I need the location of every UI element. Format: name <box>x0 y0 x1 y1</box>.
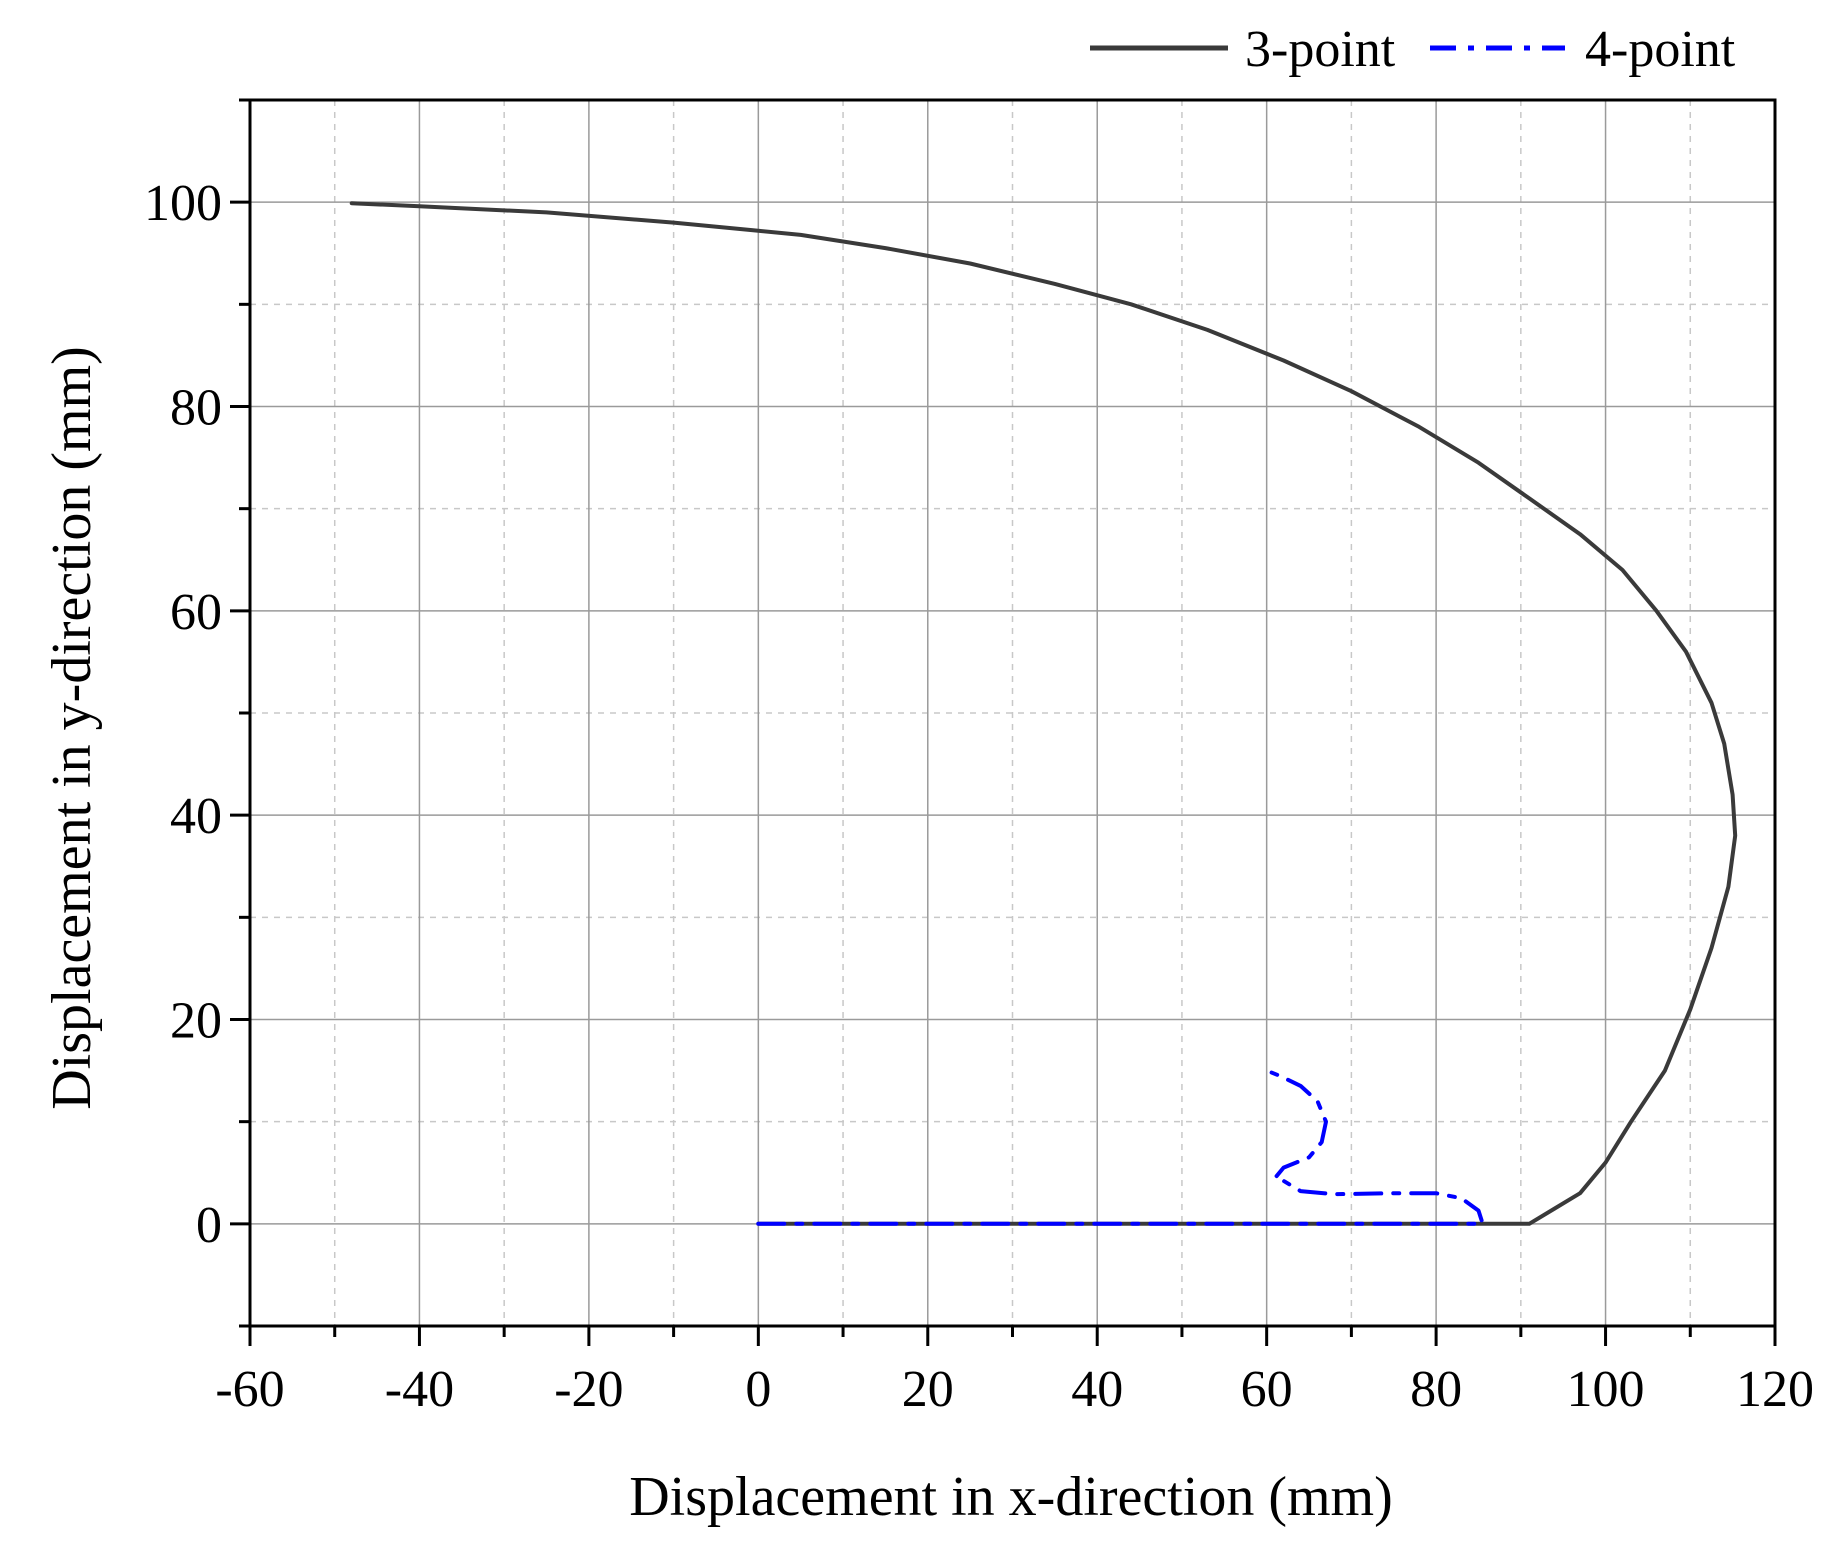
legend: 3-point 4-point <box>1090 21 1736 78</box>
x-tick-label: -20 <box>554 1361 623 1418</box>
x-tick-label: 100 <box>1567 1361 1645 1418</box>
series-layer <box>349 201 1738 1226</box>
series-line-3-point <box>349 201 1738 1226</box>
legend-label-3-point: 3-point <box>1245 21 1396 78</box>
x-tick-label: 0 <box>745 1361 771 1418</box>
grid-major <box>250 100 1775 1326</box>
x-tick-label: 20 <box>902 1361 954 1418</box>
y-tick-label: 20 <box>170 993 222 1050</box>
x-tick-label: 120 <box>1736 1361 1814 1418</box>
x-tick-labels: -60 -40 -20 0 20 40 60 80 100 120 <box>215 1361 1814 1418</box>
y-tick-label: 100 <box>144 175 222 232</box>
x-tick-label: -60 <box>215 1361 284 1418</box>
y-tick-label: 0 <box>196 1197 222 1254</box>
grid-minor <box>250 100 1775 1326</box>
x-tick-label: 80 <box>1410 1361 1462 1418</box>
x-tick-label: -40 <box>385 1361 454 1418</box>
x-axis-title: Displacement in x-direction (mm) <box>629 1466 1393 1528</box>
x-tick-label: 60 <box>1241 1361 1293 1418</box>
y-tick-labels: 0 20 40 60 80 100 <box>144 175 222 1254</box>
y-axis-title: Displacement in y-direction (mm) <box>41 346 103 1110</box>
legend-label-4-point: 4-point <box>1585 21 1736 78</box>
x-tick-label: 40 <box>1071 1361 1123 1418</box>
y-tick-label: 80 <box>170 380 222 437</box>
series-line-4-point <box>756 1068 1485 1226</box>
y-tick-label: 40 <box>170 788 222 845</box>
ticks-layer <box>230 98 1777 1346</box>
y-tick-label: 60 <box>170 584 222 641</box>
